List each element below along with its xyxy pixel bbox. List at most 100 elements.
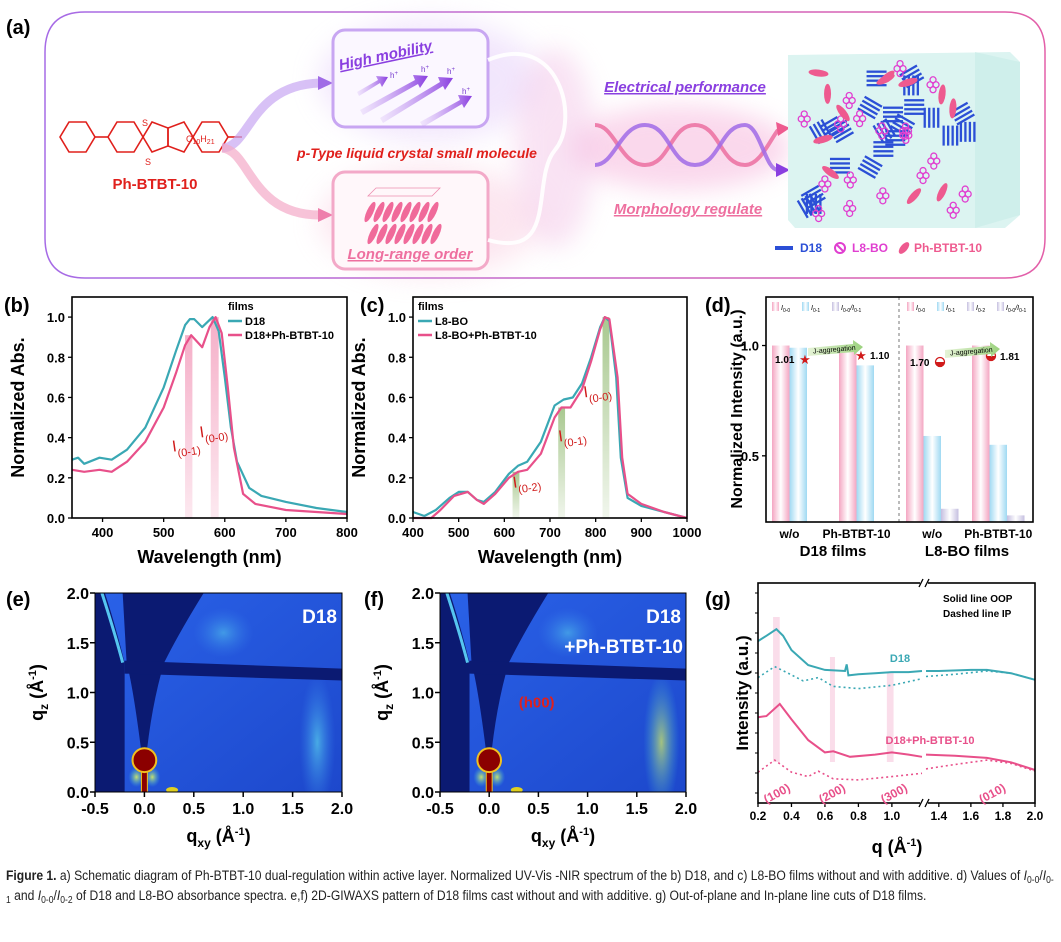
legend-label: L8-BO+Ph-BTBT-10 bbox=[435, 330, 537, 342]
h00-annotation: (h00) bbox=[519, 694, 555, 711]
legend-swatch bbox=[832, 302, 839, 311]
group-label: D18 films bbox=[800, 543, 867, 560]
j-aggregation-arrow bbox=[808, 340, 863, 356]
x-tick-label: 0.2 bbox=[750, 809, 767, 823]
x-tick-label: 0.8 bbox=[850, 809, 867, 823]
x-tick-label: 1000 bbox=[673, 525, 702, 540]
l8bo-cluster-icon bbox=[842, 91, 856, 110]
l8bo-molecule bbox=[930, 152, 938, 160]
lc-molecule-ellipse bbox=[412, 223, 424, 245]
d18-chain bbox=[896, 113, 916, 126]
d18-chain bbox=[885, 143, 906, 146]
y-tick-label: 0.8 bbox=[388, 350, 406, 365]
bar bbox=[923, 435, 941, 522]
caption-symbol: I bbox=[37, 888, 42, 904]
series-line-0 bbox=[412, 316, 688, 520]
x-tick-label: 900 bbox=[630, 525, 652, 540]
electrical-performance-label: Electrical performance bbox=[604, 79, 766, 96]
d18-chain bbox=[942, 125, 945, 146]
y-tick-label: 2.0 bbox=[67, 586, 89, 603]
crossed-circle-icon bbox=[834, 242, 846, 254]
d18-chain bbox=[937, 107, 940, 128]
l8bo-molecule bbox=[878, 132, 886, 140]
peak-highlight bbox=[773, 617, 780, 762]
d18-chain bbox=[873, 150, 894, 153]
peak-annotation: I(0-0) bbox=[582, 381, 612, 407]
d18-chain bbox=[882, 111, 903, 114]
highlight-band bbox=[558, 407, 566, 518]
scattering-arc bbox=[100, 593, 125, 664]
y-tick-label: 0.0 bbox=[47, 511, 65, 526]
d18-chain bbox=[954, 109, 973, 122]
category-label: w/o bbox=[921, 527, 942, 541]
d18-chain bbox=[956, 113, 975, 126]
panel-label-f: (f) bbox=[364, 589, 384, 611]
l8bo-molecule bbox=[815, 214, 823, 223]
d18-chain bbox=[882, 115, 903, 118]
peak-highlight bbox=[829, 657, 835, 762]
liquid-crystal-ellipses bbox=[364, 201, 442, 245]
l8bo-cluster-icon bbox=[843, 199, 857, 218]
l8bo-cluster-icon bbox=[926, 76, 940, 94]
curve-label-d18-ph: D18+Ph-BTBT-10 bbox=[886, 735, 975, 747]
axis-break-mark bbox=[918, 578, 924, 588]
star-icon: ★ bbox=[855, 348, 867, 363]
lc-molecule-ellipse bbox=[391, 201, 403, 223]
x-tick-label: 1.0 bbox=[884, 809, 901, 823]
d18-chain bbox=[882, 106, 903, 109]
d18-chain bbox=[968, 121, 972, 142]
chart-b-uv-vis-d18: 400 500 600 700 800 0.0 0.2 0.4 0.6 0.8 1.0 Wavelen… bbox=[8, 296, 358, 567]
legend-label: I0-0 bbox=[916, 305, 925, 314]
l8bo-cluster-icon bbox=[916, 166, 930, 185]
d18-chain bbox=[857, 166, 876, 179]
connector-loop bbox=[487, 51, 568, 246]
d18-chain bbox=[864, 95, 883, 108]
legend-swatch bbox=[997, 302, 1004, 311]
x-tick-label: -0.5 bbox=[81, 801, 109, 818]
d18-chain bbox=[904, 108, 925, 111]
d18-chain bbox=[829, 157, 850, 161]
axis-break bbox=[920, 800, 928, 806]
ratio-label: 1.81 bbox=[1000, 352, 1020, 363]
x-tick-label: 0.5 bbox=[183, 801, 205, 818]
d18-chain bbox=[882, 120, 903, 123]
x-tick-label: 0.6 bbox=[817, 809, 834, 823]
l8bo-molecule bbox=[930, 162, 938, 170]
helix-strand-purple bbox=[594, 122, 779, 172]
d18-chain bbox=[951, 105, 971, 118]
carrier-label: h+ bbox=[421, 65, 429, 74]
arrowhead-icon bbox=[776, 122, 790, 136]
diffuse-ring bbox=[537, 607, 598, 658]
d18-stack-icon bbox=[904, 99, 925, 115]
peak-annotation: I(0-2) bbox=[512, 471, 542, 497]
morphology-regulate-label: Morphology regulate bbox=[614, 201, 762, 218]
ratio-label: 1.70 bbox=[910, 358, 930, 369]
l8bo-molecule bbox=[821, 175, 829, 183]
ph-btbt-molecule bbox=[898, 78, 918, 88]
l8bo-molecule bbox=[800, 110, 808, 118]
bar bbox=[789, 347, 807, 522]
lc-molecule-ellipse bbox=[409, 201, 421, 223]
d18-chain bbox=[947, 125, 950, 146]
half-circle-icon bbox=[935, 362, 945, 367]
x-tick-label: 800 bbox=[585, 525, 607, 540]
ph-btbt-molecule bbox=[936, 183, 948, 202]
x-tick-label: 1.5 bbox=[281, 801, 303, 818]
arrowhead-icon bbox=[318, 76, 333, 90]
y-axis-label: qz (Å-1) bbox=[372, 664, 396, 721]
l8bo-molecule bbox=[896, 59, 904, 68]
d18-chain bbox=[901, 68, 920, 81]
x-tick-label: 1.0 bbox=[576, 801, 598, 818]
bar bbox=[1007, 515, 1025, 522]
d18-chain bbox=[829, 162, 850, 165]
lc-molecule-ellipse bbox=[400, 201, 412, 223]
chart-g-line-cuts: 0.2 0.4 0.6 0.8 1.0 1.4 1.6 1.8 2.0 q (Å-1) Intens… bbox=[733, 578, 1044, 857]
blend-morphology-cube bbox=[788, 52, 1020, 228]
ph-btbt-molecule bbox=[876, 73, 895, 85]
d18-stack-icon bbox=[923, 107, 940, 128]
note-dashed-line: Dashed line IP bbox=[943, 609, 1012, 620]
y-tick-label: 0.2 bbox=[47, 471, 65, 486]
x-tick-label: 0.0 bbox=[133, 801, 155, 818]
star-icon: ★ bbox=[799, 352, 811, 367]
